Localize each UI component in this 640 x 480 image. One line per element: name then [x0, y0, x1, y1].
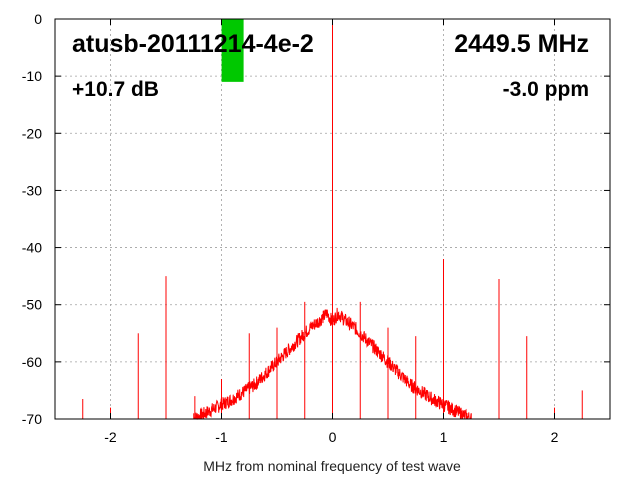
y-axis: 0 -10 -20 -30 -40 -50 -60 -70: [22, 11, 610, 427]
y-tick-label: -50: [22, 297, 42, 313]
x-tick-label: 0: [329, 429, 337, 445]
x-tick-label: 1: [440, 429, 448, 445]
y-tick-label: -30: [22, 182, 42, 198]
device-label: atusb-20111214-4e-2: [72, 30, 314, 58]
x-axis-title: MHz from nominal frequency of test wave: [203, 458, 461, 474]
y-tick-label: -10: [22, 68, 42, 84]
y-tick-label: -40: [22, 240, 42, 256]
x-tick-label: 2: [551, 429, 559, 445]
level-indicator-bar: [221, 19, 244, 82]
ppm-offset-label: -3.0 ppm: [503, 78, 589, 101]
frequency-label: 2449.5 MHz: [454, 30, 589, 58]
y-tick-label: 0: [34, 11, 42, 27]
y-tick-label: -20: [22, 125, 42, 141]
x-tick-label: -2: [104, 429, 117, 445]
y-tick-label: -60: [22, 354, 42, 370]
level-label: +10.7 dB: [72, 78, 159, 101]
x-axis: -2 -1 0 1 2: [104, 19, 559, 445]
x-tick-label: -1: [215, 429, 228, 445]
y-tick-label: -70: [22, 411, 42, 427]
